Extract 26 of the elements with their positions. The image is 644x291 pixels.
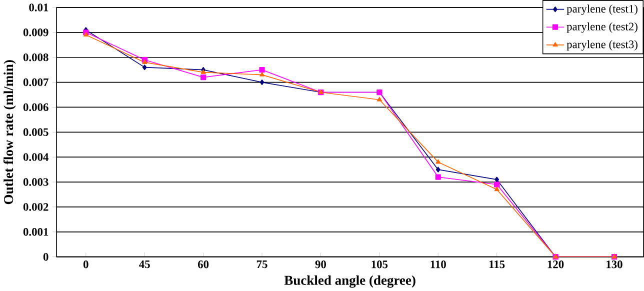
y-tick-label: 0.01 [29,4,48,12]
x-tick-label: 115 [489,260,505,268]
legend-label: parylene (test3) [566,40,638,50]
legend-label: parylene (test1) [566,4,638,15]
y-tick-label: 0.005 [23,128,48,136]
x-tick-label: 45 [139,260,150,268]
x-tick-label: 75 [256,260,268,268]
x-tick-label: 110 [430,260,446,268]
x-tick-label: 105 [372,260,388,268]
y-tick-label: 0.003 [23,178,48,186]
y-tick-label: 0.006 [23,103,48,112]
y-axis-title: Outlet flow rate (ml/min) [3,60,16,204]
x-tick-label: 0 [83,260,88,268]
x-axis-title: Buckled angle (degree) [284,275,416,288]
x-tick-label: 60 [198,260,209,268]
y-tick-label: 0.007 [23,78,48,86]
legend-label: parylene (test2) [566,22,638,33]
y-tick-label: 0.009 [23,28,48,36]
y-tick-label: 0.001 [23,228,48,236]
y-tick-label: 0.004 [23,153,48,161]
y-tick-label: 0.008 [23,53,48,62]
x-tick-label: 120 [548,260,564,268]
x-tick-label: 130 [606,260,622,268]
y-tick-label: 0 [43,252,48,261]
x-tick-label: 90 [315,260,326,268]
y-tick-label: 0.002 [23,203,48,211]
